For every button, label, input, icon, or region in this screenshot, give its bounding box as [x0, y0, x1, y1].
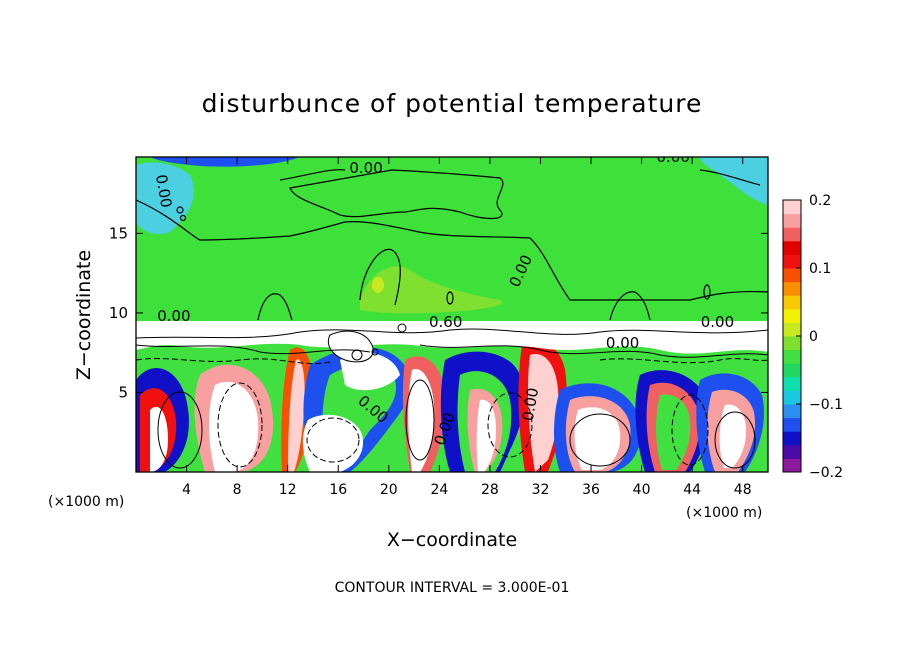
- upper-cyan-patch-top: [150, 157, 300, 167]
- contour-label: 0.60: [429, 313, 462, 331]
- colorbar-swatch: [783, 390, 801, 405]
- x-axis-label: X−coordinate: [387, 529, 517, 551]
- x-tick-label: 40: [633, 482, 651, 498]
- colorbar-tick-label: 0.1: [809, 261, 831, 277]
- colorbar-swatch: [783, 268, 801, 283]
- y-tick-label: 10: [109, 304, 128, 322]
- colorbar-swatch: [783, 417, 801, 432]
- x-tick-label: 12: [279, 482, 297, 498]
- x-tick-label: 28: [481, 482, 499, 498]
- contour-label: 0.00: [656, 148, 689, 166]
- colorbar-swatch: [783, 200, 801, 215]
- colorbar-swatch: [783, 349, 801, 364]
- plot-area: 0.000.000.000.000.00 0.60 0.000.000.00 0.00…: [136, 148, 768, 472]
- colorbar-tick-label: 0: [809, 329, 818, 345]
- colorbar: 0.2 0.1 0 −0.1 −0.2: [782, 193, 843, 481]
- x-tick-label: 24: [430, 482, 448, 498]
- colorbar-swatch: [783, 213, 801, 228]
- x-tick-label: 8: [233, 482, 242, 498]
- y-tick-label: 15: [109, 224, 128, 242]
- contour-label: 0.00: [701, 313, 734, 331]
- x-tick-label: 36: [582, 482, 600, 498]
- lower-field: [136, 321, 768, 472]
- x-tick-label: 44: [683, 482, 701, 498]
- colorbar-swatch: [783, 444, 801, 459]
- x-tick-label: 48: [734, 482, 752, 498]
- colorbar-swatch: [783, 458, 801, 473]
- colorbar-swatch: [783, 227, 801, 242]
- colorbar-swatch: [783, 322, 801, 337]
- contour-label: 0.00: [606, 334, 639, 352]
- colorbar-tick-label: −0.2: [809, 465, 843, 481]
- x-tick-label: 4: [182, 482, 191, 498]
- colorbar-swatch: [783, 376, 801, 391]
- x-tick-label: 16: [329, 482, 347, 498]
- contour-interval-note: CONTOUR INTERVAL = 3.000E-01: [335, 580, 570, 596]
- contour-label: 0.00: [349, 159, 382, 177]
- x-axis: 4 8 12 16 20 24 28 32 36 40 44 48: [182, 157, 752, 498]
- plot-frame: [135, 156, 769, 473]
- chart-title: disturbunce of potential temperature: [202, 89, 703, 118]
- colorbar-swatch: [783, 281, 801, 296]
- colorbar-swatch: [783, 431, 801, 446]
- colorbar-swatch: [783, 254, 801, 269]
- contour-label: 0.00: [152, 173, 176, 209]
- upper-cyan-patch-right: [700, 157, 768, 205]
- colorbar-swatch: [783, 336, 801, 351]
- colorbar-swatch: [783, 240, 801, 255]
- colorbar-tick-label: −0.1: [809, 397, 843, 413]
- x-unit-label: (×1000 m): [686, 505, 762, 521]
- colorbar-swatch: [783, 363, 801, 378]
- x-tick-label: 20: [380, 482, 398, 498]
- y-unit-label: (×1000 m): [48, 494, 124, 510]
- colorbar-tick-label: 0.2: [809, 193, 831, 209]
- contour-lines-lower: [136, 323, 768, 469]
- upper-yellow-spot: [372, 277, 384, 293]
- y-axis-label: Z−coordinate: [73, 250, 95, 380]
- colorbar-swatch: [783, 295, 801, 310]
- upper-cyan-patch-left: [136, 162, 194, 235]
- y-tick-label: 5: [118, 383, 128, 401]
- colorbar-swatch: [783, 308, 801, 323]
- y-axis: 5 10 15: [109, 224, 768, 401]
- contour-labels: 0.000.000.000.000.00 0.60 0.000.000.00 0.00…: [152, 148, 734, 448]
- contour-label: 0.00: [519, 386, 543, 422]
- contour-label: 0.00: [157, 307, 190, 325]
- contour-lines: [136, 169, 768, 321]
- colorbar-swatch: [783, 404, 801, 419]
- x-tick-label: 32: [532, 482, 550, 498]
